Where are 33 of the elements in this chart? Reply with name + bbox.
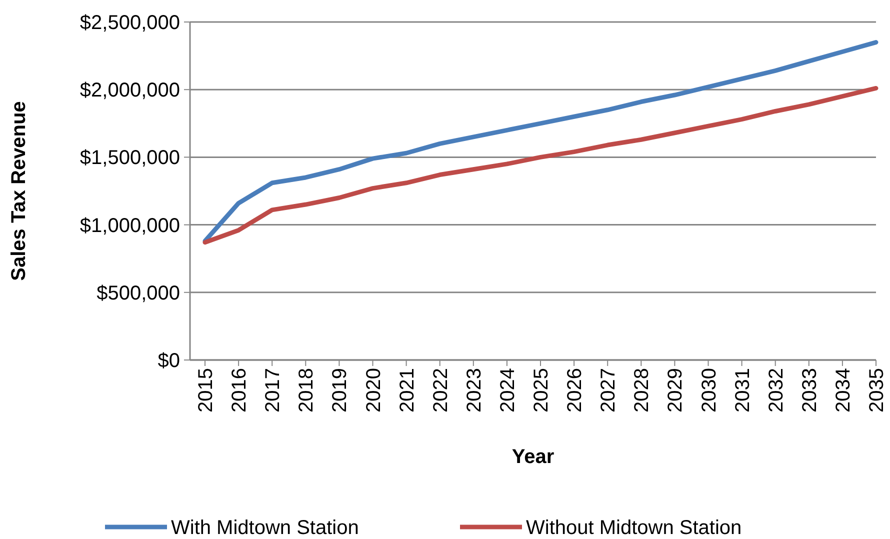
x-tick-label: 2015	[195, 368, 217, 412]
x-axis-title: Year	[512, 446, 554, 468]
y-tick-label: $2,500,000	[80, 12, 180, 34]
y-tick-label: $1,000,000	[80, 214, 180, 237]
x-tick-label: 2035	[866, 368, 888, 412]
y-tick-label: $1,500,000	[80, 147, 180, 170]
x-tick-label: 2017	[262, 368, 284, 412]
line-series	[202, 86, 878, 245]
x-tick-label: 2018	[296, 368, 318, 412]
legend-label: With Midtown Station	[171, 517, 359, 539]
x-tick-label: 2031	[732, 368, 754, 412]
x-tick-label: 2029	[664, 368, 687, 412]
y-tick-label: $0	[158, 350, 180, 372]
line-series	[202, 40, 878, 244]
y-tick-label: $500,000	[96, 282, 180, 304]
x-tick-label: 2021	[396, 368, 418, 412]
x-tick-label: 2016	[228, 368, 251, 412]
x-tick-label: 2024	[496, 368, 519, 412]
x-tick-label: 2019	[329, 368, 352, 412]
y-tick-label: $2,000,000	[80, 80, 180, 102]
x-tick-label: 2033	[798, 368, 821, 412]
x-tick-label: 2032	[765, 368, 788, 412]
x-tick-label: 2030	[698, 368, 720, 412]
legend-label: Without Midtown Station	[526, 517, 742, 539]
x-tick-label: 2023	[463, 368, 486, 412]
x-tick-label: 2020	[362, 368, 385, 412]
x-tick-label: 2022	[430, 368, 452, 412]
y-axis-title: Sales Tax Revenue	[8, 101, 30, 281]
x-tick-label: 2025	[530, 368, 552, 412]
x-tick-label: 2027	[598, 368, 620, 412]
x-tick-label: 2034	[832, 368, 854, 412]
x-tick-label: 2028	[631, 368, 654, 412]
x-tick-label: 2026	[564, 368, 586, 412]
